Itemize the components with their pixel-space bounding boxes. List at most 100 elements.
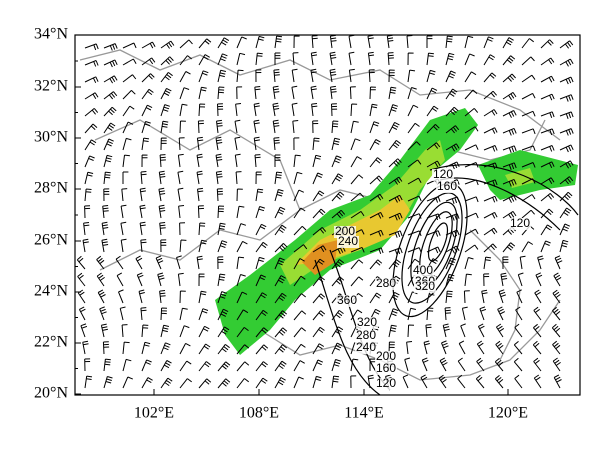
contour-label-bg <box>337 236 359 248</box>
contour-label-bg <box>336 295 358 307</box>
wind-barb <box>215 153 223 168</box>
wind-barb <box>102 205 109 219</box>
wind-barb <box>236 344 250 355</box>
wind-barb <box>483 195 498 203</box>
wind-barb <box>160 342 171 355</box>
wind-barb <box>540 57 555 66</box>
wind-barb <box>198 38 212 49</box>
contour-label-bg <box>375 278 397 290</box>
wind-barb <box>120 204 127 219</box>
wind-barb <box>540 193 555 202</box>
wind-barb <box>463 290 470 304</box>
wind-barb <box>407 324 415 338</box>
contour-label: 280 <box>356 328 376 342</box>
wind-barb <box>513 357 523 372</box>
wind-barb <box>521 38 535 49</box>
wind-barb <box>115 255 124 270</box>
wind-barb <box>141 359 152 372</box>
wind-barb <box>293 327 307 338</box>
wind-barb <box>502 210 517 220</box>
wind-barb <box>101 221 109 236</box>
wind-barb <box>388 69 395 83</box>
wind-barb <box>121 188 128 202</box>
wind-barb <box>135 255 143 270</box>
wind-barb <box>179 342 191 355</box>
wind-barb <box>311 103 318 117</box>
wind-barb <box>99 306 107 321</box>
wind-barb <box>331 276 345 287</box>
wind-barb <box>119 306 126 321</box>
wind-barb <box>122 154 130 168</box>
wind-barb <box>534 289 542 304</box>
wind-barb <box>103 122 116 134</box>
wind-barb <box>78 306 86 321</box>
wind-barb <box>559 76 574 85</box>
wind-barb <box>274 275 286 287</box>
wind-barb <box>426 142 441 151</box>
contour-label-bg <box>375 363 397 375</box>
wind-barb <box>521 209 535 219</box>
wind-barb <box>274 292 287 304</box>
wind-barb <box>407 87 417 100</box>
wind-barb <box>426 105 439 117</box>
wind-barb <box>540 177 555 185</box>
wind-barb <box>177 187 184 202</box>
wind-barb <box>404 357 411 372</box>
wind-barb <box>198 239 207 253</box>
wind-barb <box>158 170 166 185</box>
wind-barb <box>84 92 99 100</box>
wind-barb <box>255 344 269 355</box>
wind-barb <box>141 104 153 117</box>
wind-barb <box>255 52 263 66</box>
wind-barb <box>559 144 574 153</box>
wind-barb <box>236 309 249 321</box>
wind-barb <box>76 255 86 270</box>
wind-barb <box>369 103 378 117</box>
wind-barb <box>559 111 574 119</box>
wind-barb <box>120 221 127 236</box>
wind-barb <box>274 171 283 185</box>
wind-barb <box>559 58 574 67</box>
wind-barb <box>217 86 225 100</box>
wind-barb <box>426 69 436 83</box>
wind-barb <box>235 171 242 185</box>
wind-barb <box>331 155 342 168</box>
wind-barb <box>198 308 209 321</box>
wind-barb <box>331 191 345 202</box>
wind-barb <box>198 70 209 83</box>
wind-barb <box>179 120 186 134</box>
wind-barb <box>483 145 498 152</box>
wind-barb <box>236 52 246 66</box>
wind-barb <box>483 54 496 66</box>
wind-barb <box>215 136 223 151</box>
wind-barb <box>122 121 134 134</box>
wind-barb <box>402 374 409 389</box>
wind-barb <box>312 154 322 168</box>
wind-barb <box>215 170 223 185</box>
wind-barb <box>84 188 92 202</box>
wind-barb <box>312 293 326 304</box>
wind-barb <box>540 93 555 101</box>
wind-barb <box>388 158 402 168</box>
wind-barb <box>293 154 301 168</box>
wind-barb <box>254 86 261 100</box>
wind-barb <box>331 209 346 219</box>
wind-barb <box>197 187 204 202</box>
wind-barb <box>217 240 228 253</box>
wind-barb <box>388 104 398 117</box>
wind-barb <box>122 137 132 151</box>
wind-barb <box>157 272 165 287</box>
wind-barb <box>312 245 327 253</box>
wind-barb <box>217 37 230 49</box>
wind-barb <box>236 69 244 83</box>
wind-barb <box>141 324 149 338</box>
wind-barb <box>559 239 569 253</box>
wind-barb <box>234 153 241 168</box>
wind-barb <box>141 88 154 100</box>
wind-barb <box>559 191 573 202</box>
wind-barb <box>312 326 325 338</box>
wind-barb <box>177 153 184 168</box>
contour-label-bg <box>432 169 454 181</box>
wind-barb <box>388 291 400 304</box>
